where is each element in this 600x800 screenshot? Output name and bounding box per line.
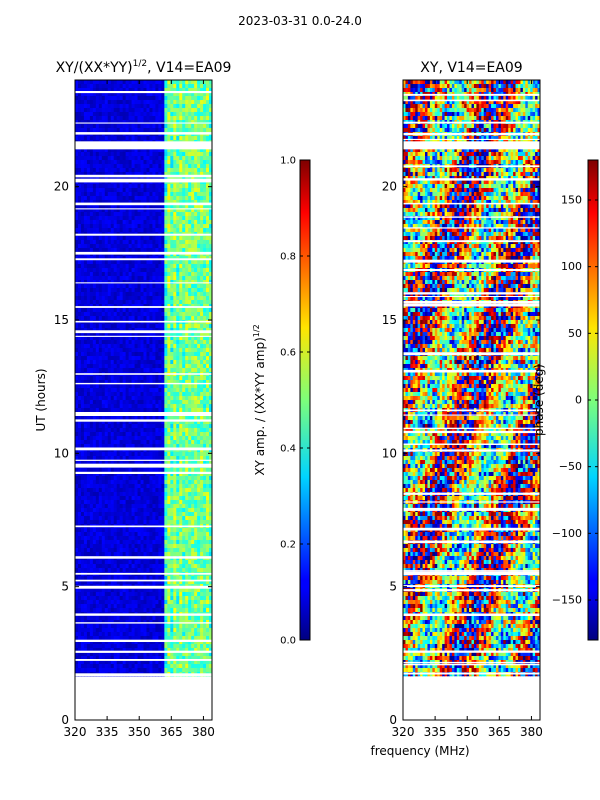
- amplitude-y-tick-label: 5: [61, 580, 69, 594]
- phase-colorbar-tick: −100: [552, 527, 582, 540]
- amplitude-colorbar-tick: 0.4: [280, 444, 296, 455]
- phase-colorbar-tick: 150: [561, 194, 582, 207]
- amplitude-ratio-panel: 320 335 350 365 380 0 5 10 15 20 XY/(XX*YY)1/2, V…: [34, 59, 231, 739]
- amplitude-colorbar-label: XY amp. / (XX*YY amp)1/2: [252, 324, 267, 475]
- amplitude-y-tick-label: 15: [54, 313, 69, 327]
- phase-colorbar-tick: 50: [568, 327, 582, 340]
- phase-x-tick-label: 350: [456, 725, 479, 739]
- phase-x-tick-label: 320: [392, 725, 415, 739]
- y-axis-label: UT (hours): [34, 368, 48, 431]
- phase-colorbar-tick: −150: [552, 594, 582, 607]
- phase-colorbar: 150 100 50 0 −50 −100 −150 phase (deg): [532, 159, 599, 641]
- phase-colorbar-tick: −50: [559, 460, 582, 473]
- amplitude-colorbar-tick: 0.6: [280, 348, 296, 359]
- page-title: 2023-03-31 0.0-24.0: [238, 14, 362, 28]
- x-axis-label: frequency (MHz): [370, 744, 469, 758]
- phase-y-tick-label: 15: [382, 313, 397, 327]
- phase-x-tick-label: 365: [488, 725, 511, 739]
- phase-x-tick-label: 335: [424, 725, 447, 739]
- amplitude-colorbar-tick: 0.0: [280, 636, 296, 647]
- amplitude-x-tick-label: 320: [64, 725, 87, 739]
- phase-axes-frame: [402, 79, 541, 721]
- amplitude-x-tick-label: 380: [192, 725, 215, 739]
- amplitude-y-tick-label: 20: [54, 180, 69, 194]
- amplitude-y-tick-label: 0: [61, 713, 69, 727]
- amplitude-x-tick-label: 350: [128, 725, 151, 739]
- phase-colorbar-label: phase (deg): [532, 364, 546, 436]
- amplitude-colorbar-tick: 1.0: [280, 156, 296, 167]
- amplitude-heatmap: [75, 80, 212, 677]
- phase-y-tick-label: 0: [389, 713, 397, 727]
- amplitude-axes-frame: [74, 79, 213, 721]
- amplitude-x-tick-label: 335: [96, 725, 119, 739]
- phase-panel-title: XY, V14=EA09: [420, 60, 522, 76]
- amplitude-colorbar: 0.0 0.2 0.4 0.6 0.8 1.0 XY amp. / (XX*YY amp)…: [252, 156, 311, 647]
- phase-y-tick-label: 10: [382, 446, 397, 460]
- amplitude-x-tick-label: 365: [160, 725, 183, 739]
- amplitude-colorbar-tick: 0.2: [280, 540, 296, 551]
- amplitude-colorbar-tick: 0.8: [280, 252, 296, 263]
- phase-panel: 320 335 350 365 380 0 5 10 15 20 XY, V14=EA09 fre…: [370, 60, 542, 758]
- phase-x-tick-label: 380: [520, 725, 543, 739]
- phase-heatmap: [403, 80, 540, 677]
- amplitude-y-tick-label: 10: [54, 446, 69, 460]
- phase-colorbar-tick: 0: [575, 394, 582, 407]
- phase-colorbar-tick: 100: [561, 260, 582, 273]
- amplitude-panel-title: XY/(XX*YY)1/2, V14=EA09: [56, 59, 232, 76]
- phase-y-tick-label: 20: [382, 180, 397, 194]
- phase-y-tick-label: 5: [389, 580, 397, 594]
